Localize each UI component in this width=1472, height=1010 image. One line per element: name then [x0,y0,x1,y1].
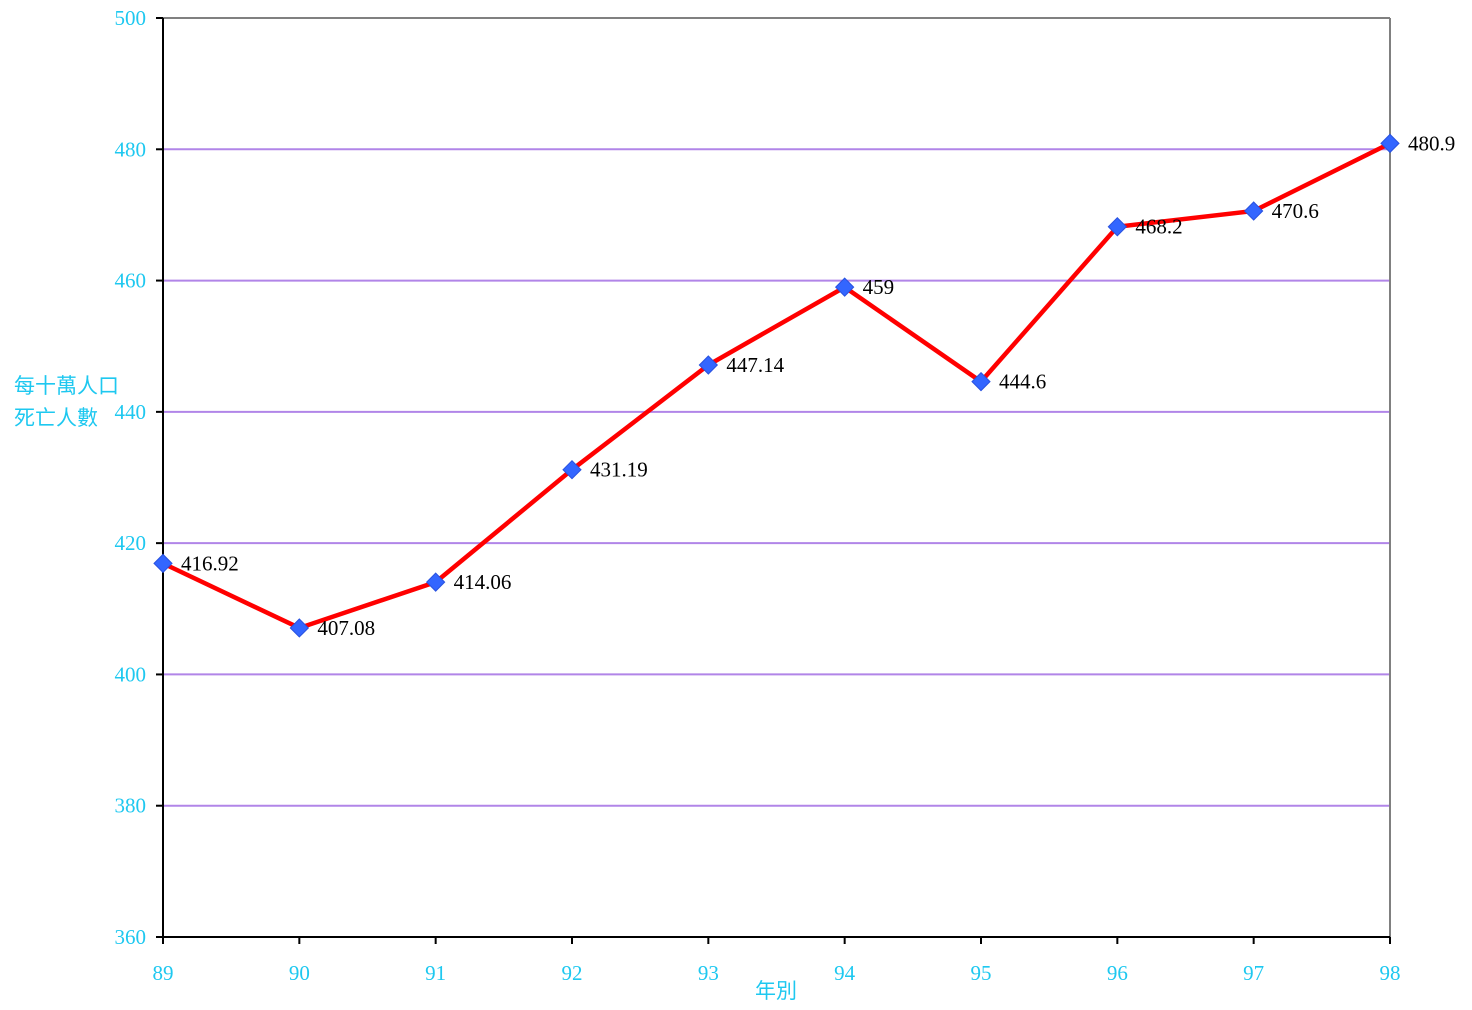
data-label: 459 [863,275,895,299]
axes [156,17,1391,944]
x-tick-label: 91 [425,961,446,985]
x-tick-label: 93 [698,961,719,985]
data-point-marker [834,277,855,297]
series-line [162,141,1391,631]
y-tick-label: 360 [115,925,147,949]
data-point-marker [289,618,310,638]
y-tick-label: 500 [115,6,147,30]
data-point-marker [1380,133,1400,154]
x-axis-title: 年別 [755,979,797,1003]
y-tick-label: 480 [115,137,147,161]
x-tick-label: 98 [1380,961,1401,985]
data-label: 414.06 [454,570,512,594]
series-polyline [162,141,1391,631]
x-tick-label: 89 [153,961,174,985]
data-point-marker [153,553,173,574]
data-point-marker [1243,201,1264,221]
data-label: 468.2 [1135,215,1182,239]
data-label: 470.6 [1272,199,1319,223]
data-label: 447.14 [726,353,784,377]
x-tick-label: 94 [834,961,856,985]
data-label: 431.19 [590,458,648,482]
y-tick-label: 400 [115,662,147,686]
x-tick-label: 95 [971,961,992,985]
tick-labels: 360 380 400 420 440 460 480 500 89 90 91 92 93 94 95 96… [115,6,1401,985]
data-label: 480.9 [1408,131,1455,155]
y-tick-label: 420 [115,531,147,555]
data-label: 407.08 [317,616,375,640]
x-tick-label: 90 [289,961,310,985]
data-point-marker [1107,217,1128,237]
x-tick-label: 97 [1243,961,1264,985]
series-markers [153,133,1400,638]
data-labels: 416.92 407.08 414.06 431.19 447.14 459 444.6 46… [181,131,1455,640]
y-tick-label: 380 [115,794,147,818]
y-tick-label: 440 [115,400,147,424]
x-tick-label: 96 [1107,961,1128,985]
y-axis-title-line-2: 死亡人數 [14,406,98,430]
data-point-marker [562,459,582,480]
data-point-marker [698,355,719,375]
x-tick-label: 92 [562,961,583,985]
data-label: 416.92 [181,551,239,575]
gridlines [163,148,1390,807]
data-point-marker [971,371,991,392]
y-axis-title-line-1: 每十萬人口 [14,374,119,398]
y-axis-title: 每十萬人口 死亡人數 [14,374,126,430]
data-label: 444.6 [999,370,1046,394]
data-point-marker [425,572,446,592]
y-tick-label: 460 [115,269,147,293]
